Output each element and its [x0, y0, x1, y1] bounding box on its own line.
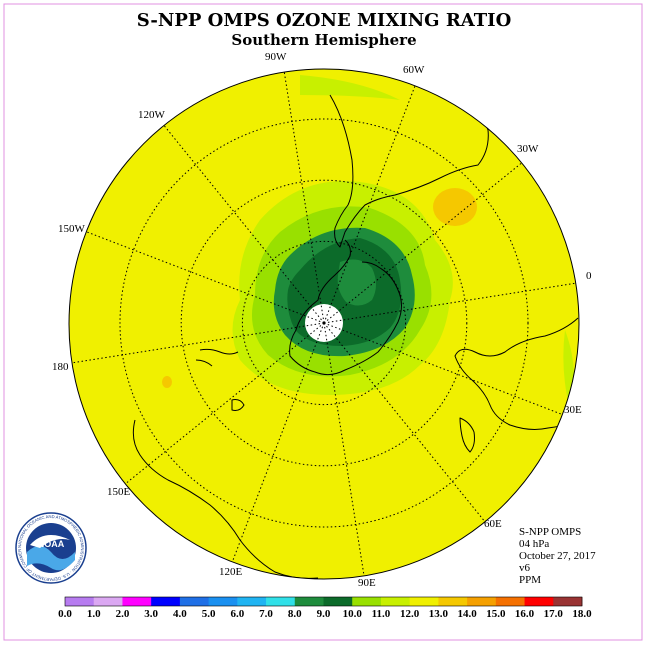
color-scale-swatch [467, 597, 497, 606]
coast-madagascar [459, 417, 475, 453]
meridian-line [283, 71, 325, 324]
latitude-circle [180, 179, 468, 467]
meridian-line [323, 84, 416, 324]
color-scale-tick-label: 3.0 [144, 608, 158, 620]
color-scale-swatch [380, 597, 411, 606]
meridian-line [323, 322, 563, 415]
ozone-edge-contour-n [300, 75, 400, 100]
globe-outline [68, 68, 580, 580]
meridian-line [323, 162, 523, 324]
color-scale-tick-label: 1.0 [87, 608, 101, 620]
info-pressure: 04 hPa [519, 538, 549, 550]
color-scale-tick-label: 18.0 [572, 608, 592, 620]
color-scale-swatch [151, 597, 181, 606]
color-scale-swatch [438, 597, 468, 606]
meridian-line [125, 322, 325, 484]
meridian-line [232, 322, 325, 562]
coast-australia [132, 419, 319, 579]
color-scale-tick-label: 14.0 [457, 608, 477, 620]
color-scale-tick-label: 7.0 [259, 608, 273, 620]
lon-label-60w: 60W [403, 64, 425, 76]
map-subtitle: Southern Hemisphere [231, 31, 416, 49]
coast-antarctica [289, 239, 402, 376]
color-scale-tick-label: 13.0 [429, 608, 449, 620]
polar-globe [69, 69, 579, 579]
color-scale-ticks: 0.0 1.0 2.0 3.0 4.0 5.0 6.0 7.0 8.0 9.0 10.0 11.0 12… [58, 608, 592, 620]
meridian-line [163, 124, 325, 324]
lon-label-30w: 30W [517, 143, 539, 155]
color-scale-swatch [208, 597, 238, 606]
info-version: v6 [519, 562, 531, 574]
lon-label-120w: 120W [138, 109, 166, 121]
color-scale-swatch [65, 597, 95, 606]
ozone-inner-patch [337, 259, 376, 306]
info-instrument: S-NPP OMPS [519, 526, 581, 538]
latitude-circles [119, 118, 529, 528]
coast-new-zealand [195, 348, 239, 367]
color-scale-tick-label: 6.0 [230, 608, 244, 620]
color-scale-tick-label: 17.0 [544, 608, 564, 620]
info-date: October 27, 2017 [519, 550, 596, 562]
noaa-wave-icon [27, 546, 75, 571]
color-scale-tick-label: 10.0 [343, 608, 363, 620]
color-scale-swatch [495, 597, 525, 606]
color-scale-swatch [237, 597, 267, 606]
coast-africa [454, 317, 579, 430]
lon-label-90e: 90E [358, 577, 376, 589]
color-scale-tick-label: 11.0 [372, 608, 391, 620]
longitude-labels: 0 30W 60W 90W 120W 150W 180 150E 120E 90… [52, 51, 592, 589]
color-scale-swatch [93, 597, 123, 606]
meridian-line [323, 322, 365, 575]
color-scale-tick-label: 8.0 [288, 608, 302, 620]
color-scale-tick-label: 12.0 [400, 608, 420, 620]
color-scale-swatch [409, 597, 439, 606]
meridian-line [323, 282, 576, 324]
color-scale-swatch [122, 597, 152, 606]
color-scale-swatch [323, 597, 353, 606]
color-scale-tick-label: 15.0 [486, 608, 506, 620]
map-title: S-NPP OMPS OZONE MIXING RATIO [137, 10, 512, 31]
lon-label-90w: 90W [265, 51, 287, 63]
meridian-line [72, 322, 325, 364]
noaa-logo-text: NOAA [38, 539, 65, 549]
ozone-high-patch-pacific [162, 376, 172, 388]
color-scale-swatch [294, 597, 324, 606]
coast-tasmania [231, 399, 245, 411]
meridian-line [85, 231, 325, 324]
lon-label-60e: 60E [484, 518, 502, 530]
longitude-meridians [72, 71, 576, 575]
info-units: PPM [519, 574, 541, 586]
color-scale-frame [64, 596, 583, 607]
info-block: S-NPP OMPS 04 hPa October 27, 2017 v6 PP… [519, 526, 596, 586]
latitude-circle [119, 118, 529, 528]
color-scale-tick-label: 9.0 [317, 608, 331, 620]
lon-label-0: 0 [586, 270, 592, 282]
color-scale-swatch [179, 597, 210, 606]
color-scale-tick-label: 2.0 [116, 608, 130, 620]
color-scale-swatch [266, 597, 296, 606]
lon-label-150e: 150E [107, 486, 131, 498]
color-scale-tick-label: 4.0 [173, 608, 187, 620]
ozone-high-patch-atlantic [433, 188, 477, 226]
lon-label-30e: 30E [564, 404, 582, 416]
lon-label-150w: 150W [58, 223, 86, 235]
color-scale-tick-label: 5.0 [202, 608, 216, 620]
lon-label-120e: 120E [219, 566, 243, 578]
meridian-line [323, 322, 485, 522]
noaa-gull-icon [30, 535, 70, 548]
color-scale-tick-label: 0.0 [58, 608, 72, 620]
lon-label-180: 180 [52, 361, 69, 373]
color-scale-swatch [352, 597, 382, 606]
color-scale-swatch [524, 597, 554, 606]
color-scale-bar [64, 596, 583, 607]
color-scale-swatch [553, 597, 583, 606]
color-scale-tick-label: 16.0 [515, 608, 535, 620]
